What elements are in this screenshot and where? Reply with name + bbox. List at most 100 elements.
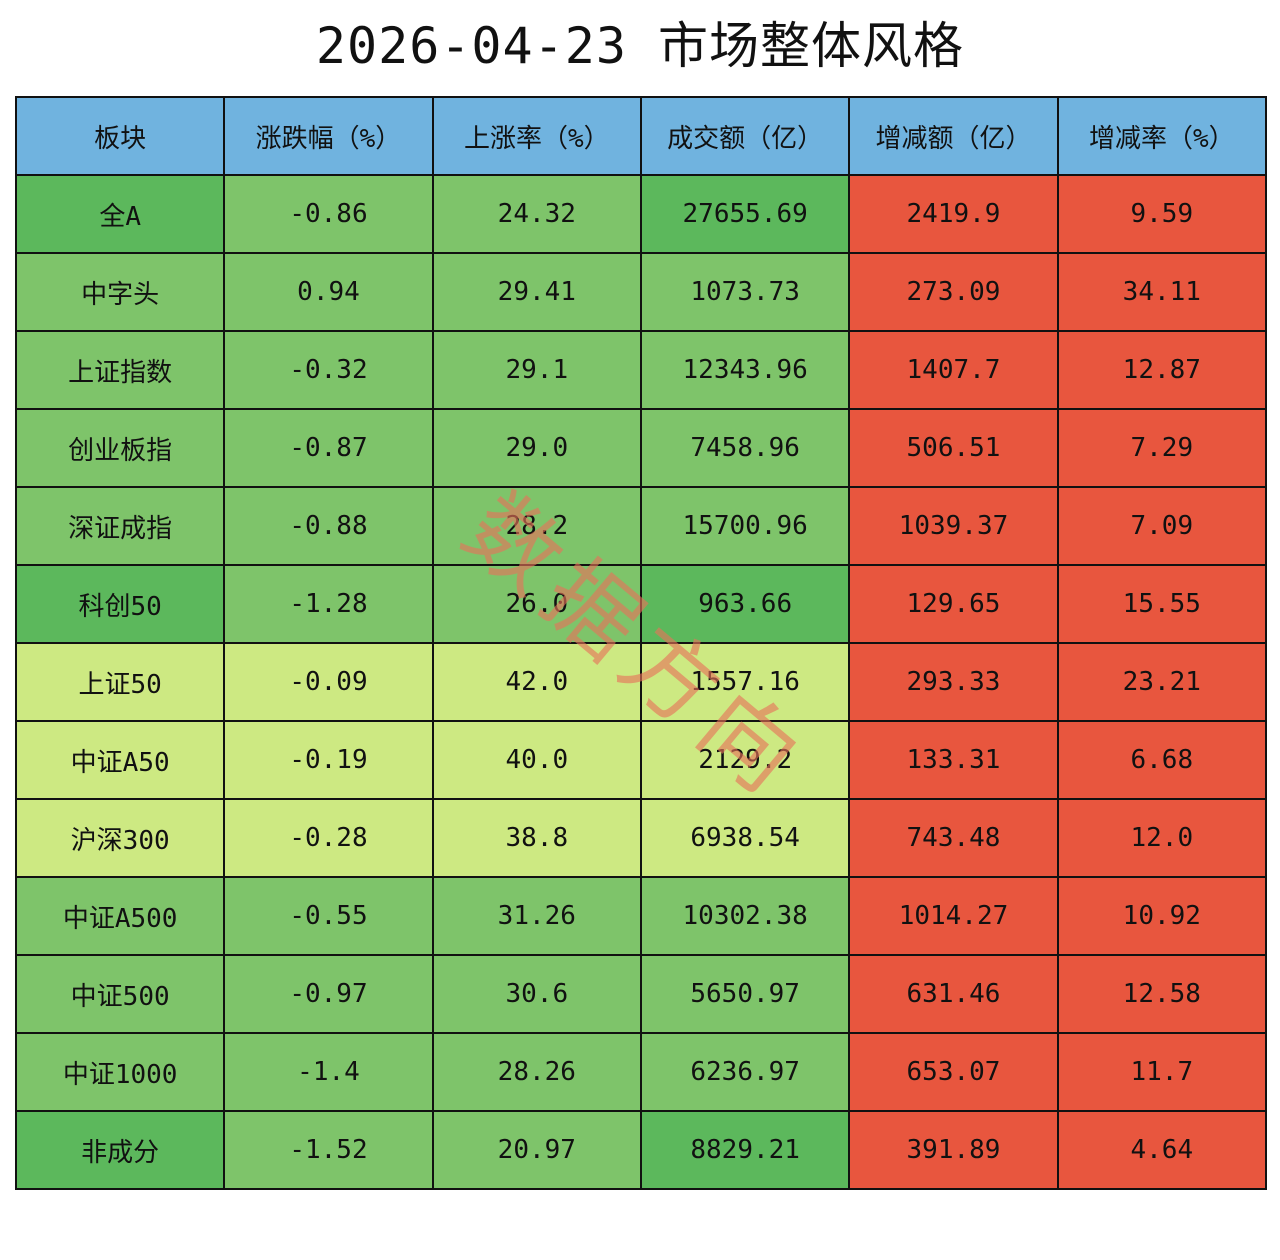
delta-pct-cell: 23.21 xyxy=(1056,642,1268,722)
market-style-table: 板块 涨跌幅（%） 上涨率（%） 成交额（亿） 增减额（亿） 增减率（%） 全A… xyxy=(14,96,1268,1190)
table-row: 中证A50 -0.19 40.0 2129.2 133.31 6.68 xyxy=(14,720,1268,800)
turnover-cell: 2129.2 xyxy=(639,720,851,800)
change-pct-cell: -0.87 xyxy=(223,408,434,488)
change-pct-cell: -0.32 xyxy=(223,330,434,410)
delta-pct-cell: 34.11 xyxy=(1056,252,1268,332)
up-ratio-cell: 29.1 xyxy=(431,330,642,410)
turnover-cell: 5650.97 xyxy=(639,954,851,1034)
delta-amount-cell: 1039.37 xyxy=(848,486,1059,566)
up-ratio-cell: 31.26 xyxy=(431,876,642,956)
delta-pct-cell: 7.29 xyxy=(1056,408,1268,488)
header-change-pct: 涨跌幅（%） xyxy=(223,96,434,176)
table-row: 创业板指 -0.87 29.0 7458.96 506.51 7.29 xyxy=(14,408,1268,488)
change-pct-cell: -1.4 xyxy=(223,1032,434,1112)
sector-cell: 深证成指 xyxy=(14,486,226,566)
delta-pct-cell: 10.92 xyxy=(1056,876,1268,956)
table-row: 全A -0.86 24.32 27655.69 2419.9 9.59 xyxy=(14,174,1268,254)
table-row: 非成分 -1.52 20.97 8829.21 391.89 4.64 xyxy=(14,1110,1268,1190)
change-pct-cell: -1.28 xyxy=(223,564,434,644)
change-pct-cell: -0.19 xyxy=(223,720,434,800)
up-ratio-cell: 29.0 xyxy=(431,408,642,488)
delta-pct-cell: 7.09 xyxy=(1056,486,1268,566)
header-up-ratio: 上涨率（%） xyxy=(431,96,642,176)
sector-cell: 中证A50 xyxy=(14,720,226,800)
page-title: 2026-04-23 市场整体风格 xyxy=(315,17,965,75)
up-ratio-cell: 24.32 xyxy=(431,174,642,254)
delta-pct-cell: 12.0 xyxy=(1056,798,1268,878)
change-pct-cell: -0.97 xyxy=(223,954,434,1034)
sector-cell: 中字头 xyxy=(14,252,226,332)
up-ratio-cell: 28.26 xyxy=(431,1032,642,1112)
turnover-cell: 1073.73 xyxy=(639,252,851,332)
sector-cell: 创业板指 xyxy=(14,408,226,488)
up-ratio-cell: 20.97 xyxy=(431,1110,642,1190)
change-pct-cell: -0.55 xyxy=(223,876,434,956)
change-pct-cell: 0.94 xyxy=(223,252,434,332)
turnover-cell: 6938.54 xyxy=(639,798,851,878)
delta-amount-cell: 129.65 xyxy=(848,564,1059,644)
delta-amount-cell: 1014.27 xyxy=(848,876,1059,956)
header-turnover: 成交额（亿） xyxy=(639,96,851,176)
turnover-cell: 15700.96 xyxy=(639,486,851,566)
sector-cell: 中证1000 xyxy=(14,1032,226,1112)
change-pct-cell: -0.28 xyxy=(223,798,434,878)
turnover-cell: 1557.16 xyxy=(639,642,851,722)
header-sector: 板块 xyxy=(14,96,226,176)
delta-amount-cell: 1407.7 xyxy=(848,330,1059,410)
delta-amount-cell: 293.33 xyxy=(848,642,1059,722)
change-pct-cell: -0.86 xyxy=(223,174,434,254)
sector-cell: 科创50 xyxy=(14,564,226,644)
sector-cell: 非成分 xyxy=(14,1110,226,1190)
turnover-cell: 8829.21 xyxy=(639,1110,851,1190)
table-row: 中证500 -0.97 30.6 5650.97 631.46 12.58 xyxy=(14,954,1268,1034)
change-pct-cell: -0.09 xyxy=(223,642,434,722)
delta-amount-cell: 631.46 xyxy=(848,954,1059,1034)
delta-pct-cell: 12.58 xyxy=(1056,954,1268,1034)
up-ratio-cell: 29.41 xyxy=(431,252,642,332)
turnover-cell: 963.66 xyxy=(639,564,851,644)
sector-cell: 全A xyxy=(14,174,226,254)
up-ratio-cell: 42.0 xyxy=(431,642,642,722)
sector-cell: 沪深300 xyxy=(14,798,226,878)
turnover-cell: 10302.38 xyxy=(639,876,851,956)
sector-cell: 上证50 xyxy=(14,642,226,722)
delta-pct-cell: 12.87 xyxy=(1056,330,1268,410)
table-row: 深证成指 -0.88 28.2 15700.96 1039.37 7.09 xyxy=(14,486,1268,566)
change-pct-cell: -1.52 xyxy=(223,1110,434,1190)
table-row: 科创50 -1.28 26.0 963.66 129.65 15.55 xyxy=(14,564,1268,644)
header-delta-amount: 增减额（亿） xyxy=(848,96,1059,176)
delta-amount-cell: 506.51 xyxy=(848,408,1059,488)
up-ratio-cell: 28.2 xyxy=(431,486,642,566)
up-ratio-cell: 38.8 xyxy=(431,798,642,878)
delta-pct-cell: 4.64 xyxy=(1056,1110,1268,1190)
change-pct-cell: -0.88 xyxy=(223,486,434,566)
delta-amount-cell: 2419.9 xyxy=(848,174,1059,254)
delta-pct-cell: 9.59 xyxy=(1056,174,1268,254)
table-row: 上证指数 -0.32 29.1 12343.96 1407.7 12.87 xyxy=(14,330,1268,410)
up-ratio-cell: 40.0 xyxy=(431,720,642,800)
header-delta-pct: 增减率（%） xyxy=(1056,96,1268,176)
table-header-row: 板块 涨跌幅（%） 上涨率（%） 成交额（亿） 增减额（亿） 增减率（%） xyxy=(14,96,1268,176)
turnover-cell: 7458.96 xyxy=(639,408,851,488)
sector-cell: 中证A500 xyxy=(14,876,226,956)
delta-amount-cell: 653.07 xyxy=(848,1032,1059,1112)
up-ratio-cell: 26.0 xyxy=(431,564,642,644)
delta-pct-cell: 15.55 xyxy=(1056,564,1268,644)
table-row: 中证A500 -0.55 31.26 10302.38 1014.27 10.92 xyxy=(14,876,1268,956)
turnover-cell: 6236.97 xyxy=(639,1032,851,1112)
delta-amount-cell: 273.09 xyxy=(848,252,1059,332)
table-row: 中字头 0.94 29.41 1073.73 273.09 34.11 xyxy=(14,252,1268,332)
delta-pct-cell: 6.68 xyxy=(1056,720,1268,800)
turnover-cell: 27655.69 xyxy=(639,174,851,254)
delta-amount-cell: 133.31 xyxy=(848,720,1059,800)
table-row: 上证50 -0.09 42.0 1557.16 293.33 23.21 xyxy=(14,642,1268,722)
turnover-cell: 12343.96 xyxy=(639,330,851,410)
sector-cell: 中证500 xyxy=(14,954,226,1034)
sector-cell: 上证指数 xyxy=(14,330,226,410)
table-row: 沪深300 -0.28 38.8 6938.54 743.48 12.0 xyxy=(14,798,1268,878)
up-ratio-cell: 30.6 xyxy=(431,954,642,1034)
table-row: 中证1000 -1.4 28.26 6236.97 653.07 11.7 xyxy=(14,1032,1268,1112)
delta-amount-cell: 391.89 xyxy=(848,1110,1059,1190)
delta-pct-cell: 11.7 xyxy=(1056,1032,1268,1112)
delta-amount-cell: 743.48 xyxy=(848,798,1059,878)
